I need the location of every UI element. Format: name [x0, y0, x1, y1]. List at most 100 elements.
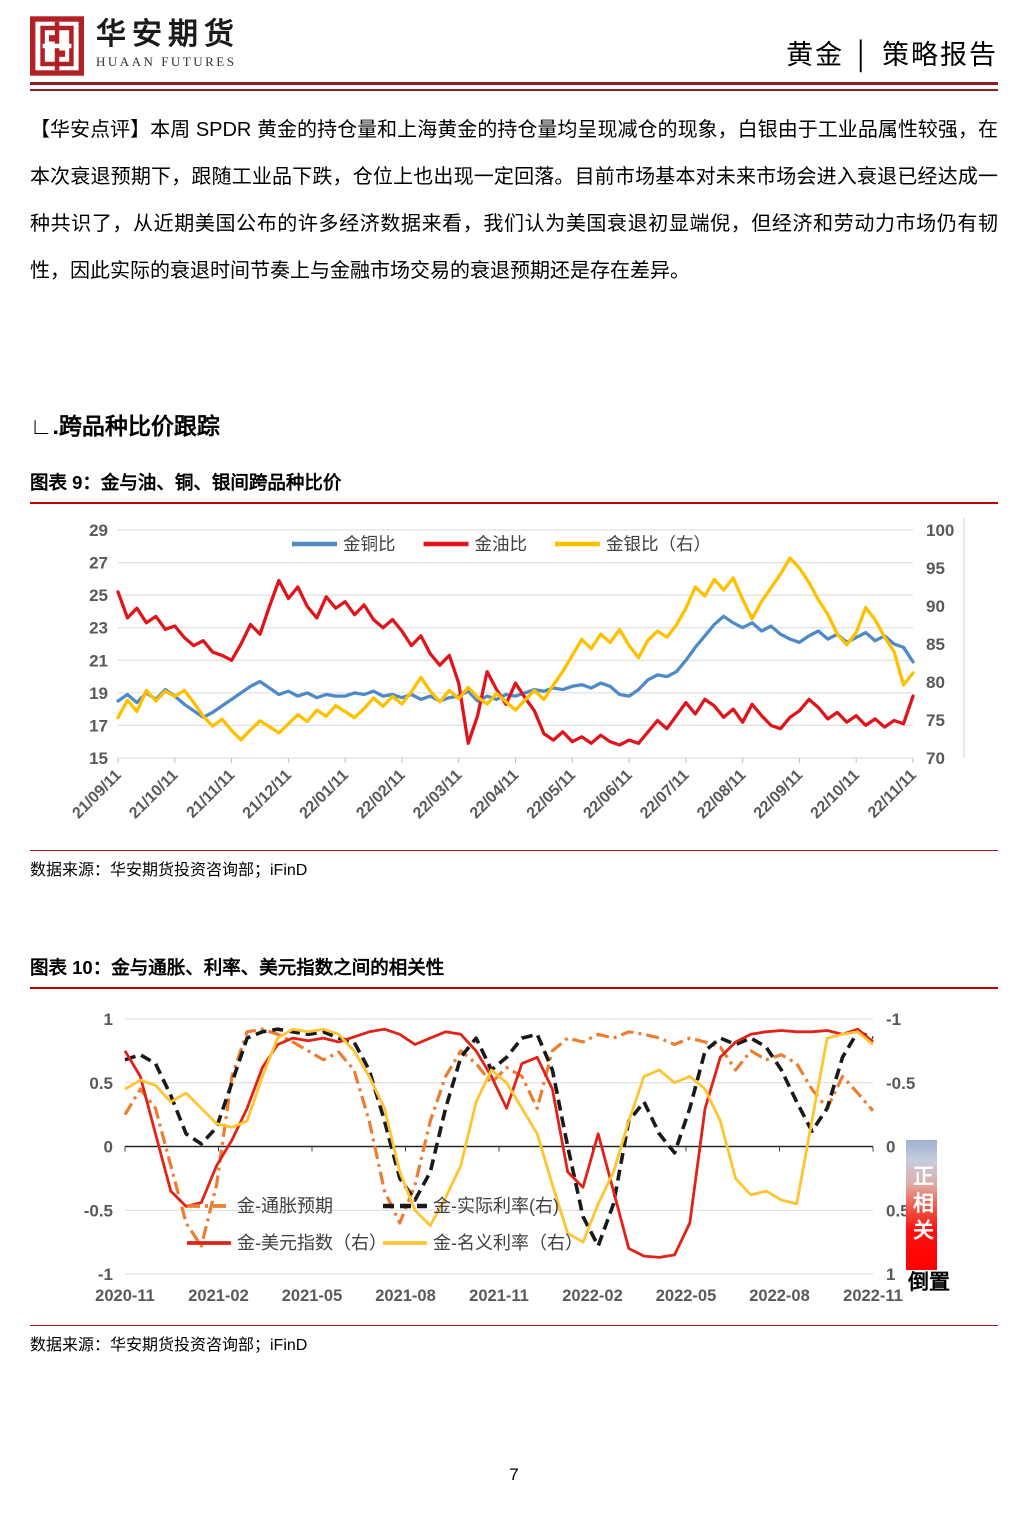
svg-text:金油比: 金油比: [475, 534, 528, 554]
svg-text:21/10/11: 21/10/11: [126, 767, 182, 823]
svg-text:金-名义利率（右）: 金-名义利率（右）: [433, 1233, 583, 1253]
svg-text:22/02/11: 22/02/11: [353, 767, 409, 823]
svg-text:22/10/11: 22/10/11: [808, 767, 864, 823]
series-金-名义利率（右）: [124, 1027, 874, 1244]
figure10-title: 图表 10：金与通胀、利率、美元指数之间的相关性: [30, 954, 998, 989]
correlation-line-chart: 1 0.5 0 -0.5 -1 -1 -0.5 0 0.5 1 2020-11 2021-02 2021…: [84, 1010, 916, 1305]
svg-text:23: 23: [89, 619, 108, 638]
svg-text:22/05/11: 22/05/11: [524, 767, 580, 823]
svg-text:2022-05: 2022-05: [656, 1287, 717, 1305]
huaan-seal-logo-icon: [30, 16, 84, 76]
report-label: 黄金 │ 策略报告: [786, 40, 998, 70]
svg-text:金-美元指数（右）: 金-美元指数（右）: [237, 1233, 387, 1253]
svg-text:-0.5: -0.5: [84, 1201, 113, 1220]
svg-text:金银比（右）: 金银比（右）: [606, 534, 711, 554]
svg-text:21/12/11: 21/12/11: [240, 767, 296, 823]
figure10-source: 数据来源：华安期货投资咨询部；iFinD: [30, 1337, 308, 1354]
gridlines: [124, 1018, 874, 1275]
page-number: 7: [509, 1465, 519, 1484]
positive-correlation-label: 正相关: [910, 1164, 934, 1246]
svg-text:2021-08: 2021-08: [375, 1287, 436, 1305]
svg-text:21/09/11: 21/09/11: [69, 767, 125, 823]
svg-text:21: 21: [89, 651, 108, 670]
svg-text:2021-02: 2021-02: [188, 1287, 249, 1305]
svg-text:-1: -1: [886, 1010, 901, 1029]
figure9-title: 图表 9：金与油、铜、银间跨品种比价: [30, 469, 998, 504]
positive-correlation-gradient-bar: 正相关: [906, 1140, 937, 1270]
brand-name-en: HUAAN FUTURES: [96, 54, 237, 69]
svg-text:80: 80: [926, 673, 945, 692]
brand-name-cn: 华安期货: [96, 18, 240, 51]
svg-text:金-实际利率(右): 金-实际利率(右): [433, 1196, 559, 1216]
svg-text:22/08/11: 22/08/11: [694, 767, 750, 823]
svg-text:85: 85: [926, 635, 945, 654]
svg-text:2020-11: 2020-11: [95, 1287, 155, 1305]
legend: 金-通胀预期 金-实际利率(右) 金-美元指数（右） 金-名义利率（右）: [187, 1196, 583, 1253]
x-axis-ticks: [117, 758, 914, 763]
left-axis-labels: 29 27 25 23 21 19 17 15: [89, 521, 108, 768]
svg-text:22/09/11: 22/09/11: [751, 767, 807, 823]
svg-text:金铜比: 金铜比: [343, 534, 396, 554]
right-axis-labels: 100 95 90 85 80 75 70: [926, 521, 954, 768]
legend-item: 金-名义利率（右）: [383, 1233, 583, 1253]
svg-text:金-通胀预期: 金-通胀预期: [237, 1196, 333, 1216]
svg-text:22/01/11: 22/01/11: [297, 767, 353, 823]
figure10-chart: 1 0.5 0 -0.5 -1 -1 -0.5 0 0.5 1 2020-11 2021-02 2021…: [30, 989, 998, 1326]
svg-text:17: 17: [89, 716, 108, 735]
section-heading: ∟.跨品种比价跟踪: [30, 413, 220, 439]
svg-text:21/11/11: 21/11/11: [184, 767, 239, 822]
svg-text:0: 0: [104, 1138, 113, 1157]
svg-text:0: 0: [886, 1138, 895, 1157]
svg-text:-0.5: -0.5: [886, 1074, 915, 1093]
svg-text:27: 27: [89, 554, 108, 573]
legend: 金铜比 金油比 金银比（右）: [292, 534, 711, 554]
svg-text:90: 90: [926, 597, 945, 616]
series-金铜比: [116, 614, 915, 719]
brand-text: 华安期货 HUAAN FUTURES: [96, 16, 240, 70]
legend-item: 金-通胀预期: [187, 1196, 333, 1216]
svg-text:29: 29: [89, 521, 108, 540]
x-axis-labels: 2020-11 2021-02 2021-05 2021-08 2021-11 2022-…: [95, 1287, 903, 1305]
legend-item: 金银比（右）: [555, 534, 711, 554]
svg-text:1: 1: [104, 1010, 113, 1029]
svg-text:22/11/11: 22/11/11: [865, 767, 920, 822]
svg-text:0.5: 0.5: [89, 1074, 113, 1093]
svg-text:22/06/11: 22/06/11: [580, 767, 636, 823]
legend-item: 金-美元指数（右）: [187, 1233, 387, 1253]
svg-text:75: 75: [926, 711, 945, 730]
commentary-paragraph: 【华安点评】本周 SPDR 黄金的持仓量和上海黄金的持仓量均呈现减仓的现象，白银…: [30, 119, 998, 282]
svg-text:95: 95: [926, 559, 945, 578]
legend-item: 金油比: [423, 534, 528, 554]
series-金-美元指数（右）: [123, 1027, 874, 1259]
svg-text:22/04/11: 22/04/11: [467, 767, 523, 823]
figure9-source: 数据来源：华安期货投资咨询部；iFinD: [30, 862, 308, 879]
gridlines: [118, 518, 965, 759]
page-header: 华安期货 HUAAN FUTURES 黄金 │ 策略报告: [0, 0, 1028, 76]
legend-item: 金-实际利率(右): [383, 1196, 559, 1216]
svg-text:19: 19: [89, 684, 108, 703]
left-axis-labels: 1 0.5 0 -0.5 -1: [84, 1010, 113, 1284]
svg-text:100: 100: [926, 521, 954, 540]
legend-item: 金铜比: [292, 534, 396, 554]
svg-text:25: 25: [89, 586, 108, 605]
figure9-chart: 29 27 25 23 21 19 17 15 100 95 90 85 80 75 70 21/09/11 2…: [30, 504, 998, 851]
svg-text:0.5: 0.5: [886, 1201, 910, 1220]
inverted-axis-label: 倒置: [908, 1271, 950, 1294]
svg-text:22/07/11: 22/07/11: [637, 767, 693, 823]
brand-block: 华安期货 HUAAN FUTURES: [30, 16, 240, 76]
x-axis-labels: 21/09/11 21/10/11 21/11/11 21/12/11 22/01/11…: [69, 767, 920, 823]
svg-text:2022-02: 2022-02: [562, 1287, 623, 1305]
svg-text:15: 15: [89, 749, 108, 768]
svg-text:1: 1: [886, 1265, 895, 1284]
svg-text:2021-05: 2021-05: [282, 1287, 343, 1305]
svg-text:-1: -1: [98, 1265, 113, 1284]
svg-text:70: 70: [926, 749, 945, 768]
series-金银比（右）: [116, 556, 915, 742]
svg-text:2021-11: 2021-11: [469, 1287, 529, 1305]
series-金油比: [116, 578, 915, 747]
right-axis-labels: -1 -0.5 0 0.5 1: [886, 1010, 915, 1284]
series-金-实际利率(右): [124, 1027, 874, 1248]
svg-text:2022-08: 2022-08: [749, 1287, 810, 1305]
